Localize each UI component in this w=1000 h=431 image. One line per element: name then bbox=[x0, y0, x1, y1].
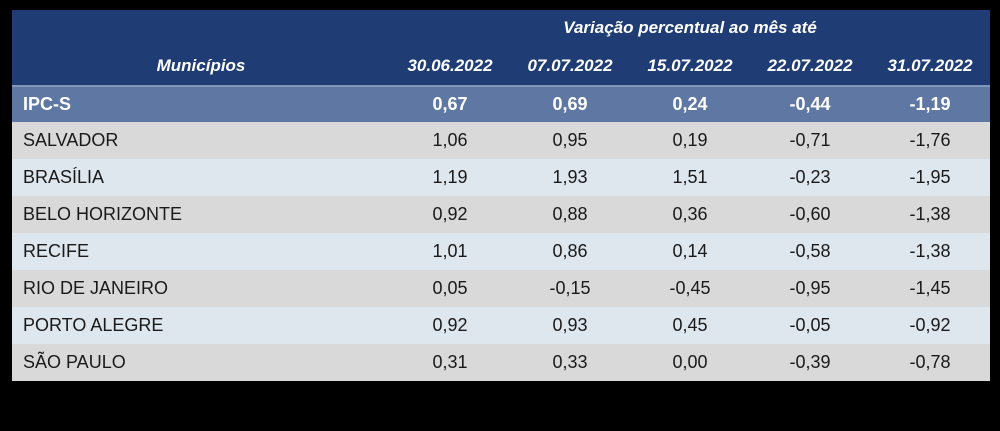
table-row-recife: RECIFE 1,01 0,86 0,14 -0,58 -1,38 bbox=[12, 233, 991, 270]
table-row-ipcs: IPC-S 0,67 0,69 0,24 -0,44 -1,19 bbox=[12, 85, 991, 122]
cell-value: -0,78 bbox=[870, 344, 991, 381]
cell-value: 0,33 bbox=[510, 344, 630, 381]
table-body: IPC-S 0,67 0,69 0,24 -0,44 -1,19 SALVADO… bbox=[12, 85, 991, 381]
date-column-header: 31.07.2022 bbox=[870, 46, 991, 86]
cell-value: -0,92 bbox=[870, 307, 991, 344]
cell-value: 0,05 bbox=[390, 270, 510, 307]
date-column-header: 15.07.2022 bbox=[630, 46, 750, 86]
cell-value: 0,00 bbox=[630, 344, 750, 381]
cell-value: 1,51 bbox=[630, 159, 750, 196]
cell-value: 0,67 bbox=[390, 85, 510, 122]
column-header-row: Municípios 30.06.2022 07.07.2022 15.07.2… bbox=[12, 46, 991, 86]
cell-value: 1,19 bbox=[390, 159, 510, 196]
date-column-header: 30.06.2022 bbox=[390, 46, 510, 86]
table-row-salvador: SALVADOR 1,06 0,95 0,19 -0,71 -1,76 bbox=[12, 122, 991, 159]
cell-value: -0,23 bbox=[750, 159, 870, 196]
data-table: Variação percentual ao mês até Município… bbox=[12, 10, 991, 381]
cell-value: 0,92 bbox=[390, 196, 510, 233]
cell-value: 0,31 bbox=[390, 344, 510, 381]
ipcs-municipios-table: Variação percentual ao mês até Município… bbox=[12, 10, 991, 381]
row-label: PORTO ALEGRE bbox=[12, 307, 390, 344]
row-label: BELO HORIZONTE bbox=[12, 196, 390, 233]
cell-value: -0,05 bbox=[750, 307, 870, 344]
table-row-rio-de-janeiro: RIO DE JANEIRO 0,05 -0,15 -0,45 -0,95 -1… bbox=[12, 270, 991, 307]
cell-value: 0,86 bbox=[510, 233, 630, 270]
cell-value: -0,58 bbox=[750, 233, 870, 270]
table-row-brasilia: BRASÍLIA 1,19 1,93 1,51 -0,23 -1,95 bbox=[12, 159, 991, 196]
row-label: BRASÍLIA bbox=[12, 159, 390, 196]
cell-value: 1,01 bbox=[390, 233, 510, 270]
cell-value: 0,19 bbox=[630, 122, 750, 159]
cell-value: -0,60 bbox=[750, 196, 870, 233]
group-header-title: Variação percentual ao mês até bbox=[390, 10, 991, 46]
date-column-header: 07.07.2022 bbox=[510, 46, 630, 86]
cell-value: 0,93 bbox=[510, 307, 630, 344]
cell-value: 0,24 bbox=[630, 85, 750, 122]
cell-value: 0,88 bbox=[510, 196, 630, 233]
cell-value: -1,95 bbox=[870, 159, 991, 196]
table-row-belo-horizonte: BELO HORIZONTE 0,92 0,88 0,36 -0,60 -1,3… bbox=[12, 196, 991, 233]
row-label: SALVADOR bbox=[12, 122, 390, 159]
cell-value: 0,45 bbox=[630, 307, 750, 344]
row-label: IPC-S bbox=[12, 85, 390, 122]
table-row-porto-alegre: PORTO ALEGRE 0,92 0,93 0,45 -0,05 -0,92 bbox=[12, 307, 991, 344]
cell-value: 0,14 bbox=[630, 233, 750, 270]
cell-value: -0,45 bbox=[630, 270, 750, 307]
cell-value: -0,71 bbox=[750, 122, 870, 159]
table-header: Variação percentual ao mês até Município… bbox=[12, 10, 991, 86]
date-column-header: 22.07.2022 bbox=[750, 46, 870, 86]
cell-value: -1,45 bbox=[870, 270, 991, 307]
group-header-row: Variação percentual ao mês até bbox=[12, 10, 991, 46]
cell-value: 0,92 bbox=[390, 307, 510, 344]
cell-value: -0,39 bbox=[750, 344, 870, 381]
cell-value: 1,93 bbox=[510, 159, 630, 196]
cell-value: -0,95 bbox=[750, 270, 870, 307]
row-label: RECIFE bbox=[12, 233, 390, 270]
cell-value: -1,38 bbox=[870, 196, 991, 233]
row-label: RIO DE JANEIRO bbox=[12, 270, 390, 307]
cell-value: -1,19 bbox=[870, 85, 991, 122]
cell-value: -1,76 bbox=[870, 122, 991, 159]
cell-value: 0,95 bbox=[510, 122, 630, 159]
empty-header-cell bbox=[12, 10, 390, 46]
cell-value: -0,44 bbox=[750, 85, 870, 122]
cell-value: 0,69 bbox=[510, 85, 630, 122]
table-row-sao-paulo: SÃO PAULO 0,31 0,33 0,00 -0,39 -0,78 bbox=[12, 344, 991, 381]
cell-value: 0,36 bbox=[630, 196, 750, 233]
row-label: SÃO PAULO bbox=[12, 344, 390, 381]
municipios-column-header: Municípios bbox=[12, 46, 390, 86]
cell-value: 1,06 bbox=[390, 122, 510, 159]
cell-value: -1,38 bbox=[870, 233, 991, 270]
cell-value: -0,15 bbox=[510, 270, 630, 307]
